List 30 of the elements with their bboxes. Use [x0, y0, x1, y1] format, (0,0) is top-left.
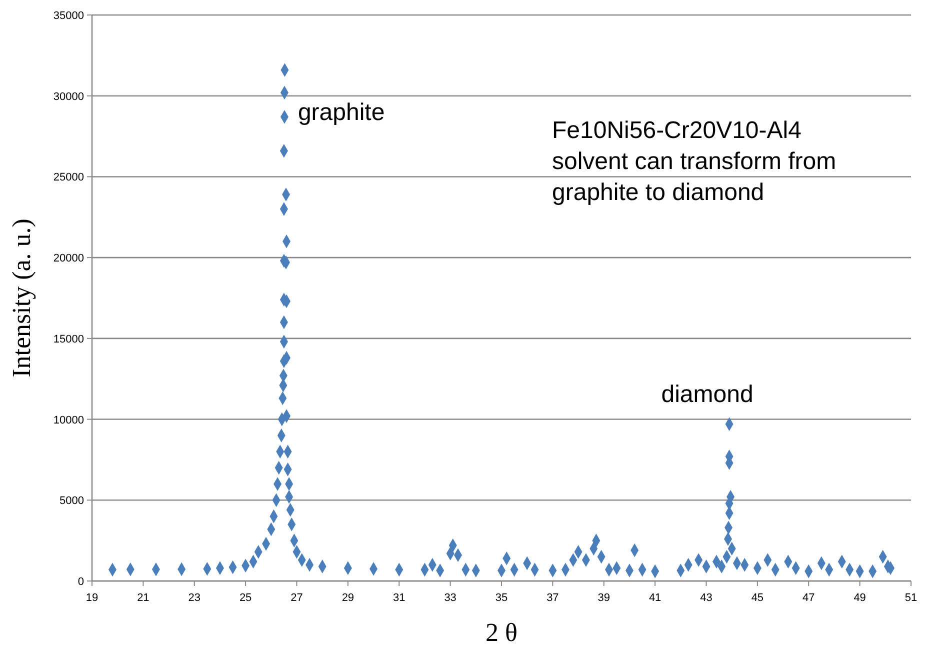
x-tick-label: 33 — [444, 592, 456, 604]
x-tick-label: 29 — [342, 592, 354, 604]
x-tick-label: 35 — [495, 592, 508, 604]
x-axis-title: 2 θ — [486, 618, 518, 647]
x-tick-label: 49 — [854, 592, 866, 604]
y-tick-label: 10000 — [53, 414, 84, 426]
x-tick-label: 41 — [648, 592, 662, 604]
y-tick-label: 30000 — [53, 90, 84, 103]
x-tick-label: 43 — [700, 592, 712, 604]
x-tick-label: 37 — [546, 592, 559, 604]
x-tick-label: 19 — [86, 592, 98, 604]
annotation: graphite — [298, 99, 385, 126]
y-tick-label: 5000 — [60, 495, 84, 508]
y-tick-label: 15000 — [53, 333, 84, 346]
x-tick-label: 23 — [188, 592, 200, 604]
y-axis-title: Intensity (a. u.) — [7, 218, 36, 378]
x-tick-label: 25 — [239, 592, 252, 604]
y-tick-label: 0 — [78, 576, 84, 588]
x-tick-label: 31 — [393, 592, 406, 604]
x-tick-label: 27 — [290, 592, 303, 604]
annotation: Fe10Ni56-Cr20V10-Al4 solvent can transform from graphite to diamond — [552, 117, 836, 206]
y-tick-label: 25000 — [53, 172, 84, 184]
y-tick-label: 20000 — [53, 252, 84, 265]
x-tick-label: 45 — [751, 592, 764, 604]
x-tick-label: 47 — [802, 592, 815, 604]
x-tick-label: 51 — [904, 592, 918, 604]
y-tick-label: 35000 — [53, 10, 84, 22]
x-tick-label: 39 — [598, 592, 610, 604]
annotation: diamond — [661, 381, 754, 408]
x-tick-label: 21 — [137, 592, 150, 604]
